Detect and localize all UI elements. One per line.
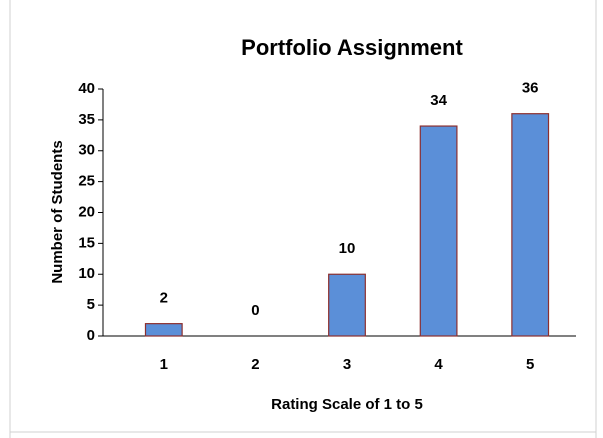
x-tick-label: 1 (160, 356, 168, 373)
y-axis-title: Number of Students (49, 140, 66, 283)
bar (419, 125, 458, 337)
y-tick-label: 20 (78, 203, 95, 220)
x-axis-title: Rating Scale of 1 to 5 (271, 396, 423, 413)
x-tick-label: 3 (343, 356, 351, 373)
chart-title: Portfolio Assignment (241, 35, 463, 60)
x-tick-label: 2 (251, 356, 259, 373)
bar (328, 273, 366, 337)
y-tick-label: 30 (78, 142, 95, 159)
y-tick-label: 25 (78, 173, 95, 190)
data-label: 36 (522, 80, 539, 97)
y-tick-label: 10 (78, 265, 95, 282)
bar (511, 113, 550, 337)
x-tick-label: 4 (434, 356, 443, 373)
y-tick-label: 5 (87, 296, 95, 313)
y-tick-label: 40 (78, 80, 95, 97)
y-tick-label: 0 (87, 327, 95, 344)
y-tick-label: 15 (78, 234, 95, 251)
data-label: 10 (339, 240, 356, 257)
data-label: 0 (251, 302, 259, 319)
x-tick-label: 5 (526, 356, 534, 373)
data-label: 2 (160, 290, 168, 307)
data-label: 34 (430, 92, 447, 109)
bar (144, 323, 183, 337)
y-tick-label: 35 (78, 111, 95, 128)
